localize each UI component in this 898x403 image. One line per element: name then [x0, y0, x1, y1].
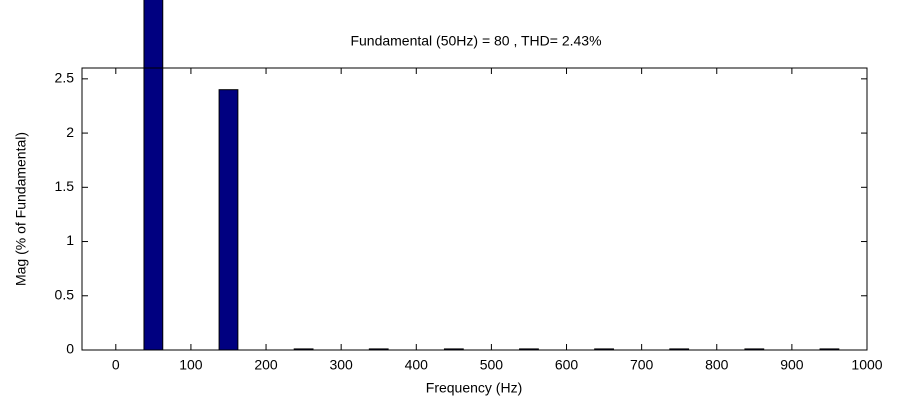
axes-box — [81, 67, 868, 351]
bar — [218, 89, 239, 351]
x-tick-label: 500 — [480, 357, 504, 373]
y-tick-label: 2 — [66, 124, 74, 140]
y-tick-label: 2.5 — [55, 70, 75, 86]
x-tick-label: 400 — [405, 357, 429, 373]
bar — [143, 0, 164, 351]
y-tick-label: 0 — [66, 341, 74, 357]
y-tick-label: 1 — [66, 232, 74, 248]
x-tick-label: 900 — [780, 357, 804, 373]
chart-title: Fundamental (50Hz) = 80 , THD= 2.43% — [350, 33, 601, 49]
x-tick-label: 100 — [179, 357, 203, 373]
x-tick-label: 700 — [630, 357, 654, 373]
y-axis-label: Mag (% of Fundamental) — [13, 132, 29, 286]
x-axis-label: Frequency (Hz) — [426, 380, 522, 396]
y-tick-label: 1.5 — [55, 178, 75, 194]
x-tick-label: 300 — [329, 357, 353, 373]
x-tick-label: 1000 — [851, 357, 882, 373]
x-tick-label: 0 — [112, 357, 120, 373]
x-tick-label: 600 — [555, 357, 579, 373]
x-tick-label: 200 — [254, 357, 278, 373]
x-tick-label: 800 — [705, 357, 729, 373]
y-tick-label: 0.5 — [55, 286, 75, 302]
